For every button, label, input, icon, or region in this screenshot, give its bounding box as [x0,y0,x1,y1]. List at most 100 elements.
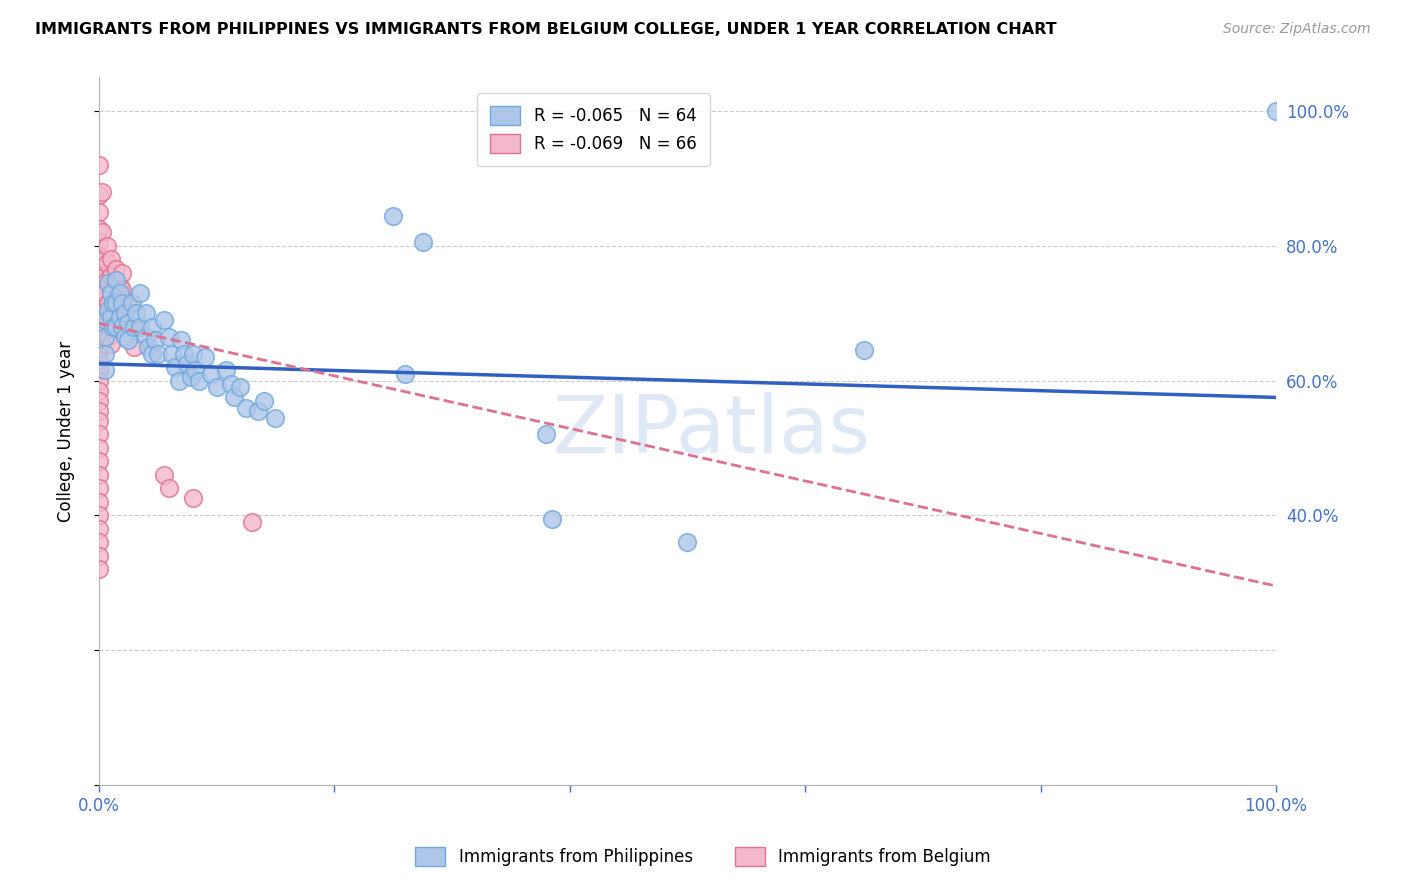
Point [165,360,187,375]
Y-axis label: College, Under 1 year: College, Under 1 year [58,341,75,522]
Point [173,346,195,360]
Point [121,319,143,334]
Point [97,302,120,317]
Point [108,296,131,310]
Point [219,376,242,391]
Point [87,319,110,334]
Point [122,319,145,334]
Point [91,185,114,199]
Point [111,296,134,310]
Point [108,285,131,300]
Point [152,467,174,482]
Point [135,306,157,320]
Text: ZIPatlas: ZIPatlas [553,392,870,470]
Point [91,226,114,240]
Point [135,330,157,344]
Point [159,330,181,344]
Point [101,300,124,314]
Point [246,404,269,418]
Point [93,269,115,284]
Point [96,239,118,253]
Point [87,384,110,398]
Point [100,302,122,317]
Point [87,343,110,358]
Point [205,380,228,394]
Point [676,535,699,549]
Point [100,269,122,284]
Point [111,319,134,334]
Point [184,363,207,377]
Point [187,374,209,388]
Point [264,410,287,425]
Point [108,279,131,293]
Point [111,283,134,297]
Point [114,319,136,334]
Point [101,316,124,330]
Point [117,300,139,314]
Point [87,158,110,172]
Point [152,313,174,327]
Point [117,333,139,347]
Text: Source: ZipAtlas.com: Source: ZipAtlas.com [1223,22,1371,37]
Point [200,367,222,381]
Point [176,357,198,371]
Point [167,374,190,388]
Point [93,363,115,377]
Point [105,262,128,277]
Point [252,393,274,408]
Point [87,363,110,377]
Point [87,467,110,482]
Point [87,333,110,347]
Point [96,272,118,286]
Point [141,319,163,334]
Point [122,340,145,354]
Point [105,296,128,310]
Point [105,279,128,293]
Point [100,319,122,334]
Point [87,262,110,277]
Point [136,340,159,354]
Point [101,319,124,334]
Point [87,188,110,202]
Point [87,393,110,408]
Point [87,535,110,549]
Point [100,285,122,300]
Point [97,330,120,344]
Point [87,306,110,320]
Point [215,363,238,377]
Text: IMMIGRANTS FROM PHILIPPINES VS IMMIGRANTS FROM BELGIUM COLLEGE, UNDER 1 YEAR COR: IMMIGRANTS FROM PHILIPPINES VS IMMIGRANT… [35,22,1057,37]
Point [87,374,110,388]
Point [129,285,152,300]
Point [87,235,110,250]
Point [87,205,110,219]
Point [87,508,110,523]
Legend: R = -0.065   N = 64, R = -0.069   N = 66: R = -0.065 N = 64, R = -0.069 N = 66 [477,93,710,166]
Point [87,441,110,455]
Point [229,380,252,394]
Point [101,296,124,310]
Point [97,276,120,290]
Point [121,296,143,310]
Point [146,346,169,360]
Point [87,414,110,428]
Point [96,255,118,269]
Point [108,310,131,324]
Point [87,522,110,536]
Point [853,343,876,358]
Point [87,481,110,495]
Point [97,313,120,327]
Point [87,293,110,307]
Point [394,367,416,381]
Point [97,296,120,310]
Point [224,391,246,405]
Point [87,427,110,442]
Point [100,252,122,267]
Point [181,346,204,360]
Point [129,319,152,334]
Point [93,330,115,344]
Point [100,336,122,351]
Point [105,296,128,310]
Point [87,562,110,576]
Point [194,350,217,364]
Point [105,319,128,334]
